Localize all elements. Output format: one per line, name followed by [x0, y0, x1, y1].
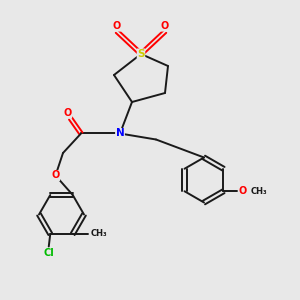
- Text: S: S: [137, 49, 145, 59]
- Text: O: O: [63, 108, 72, 118]
- Text: O: O: [51, 170, 60, 181]
- Text: Cl: Cl: [44, 248, 54, 258]
- Text: O: O: [238, 186, 247, 196]
- Text: CH₃: CH₃: [91, 230, 107, 238]
- Text: N: N: [116, 128, 124, 139]
- Text: CH₃: CH₃: [250, 187, 267, 196]
- Text: O: O: [113, 21, 121, 31]
- Text: O: O: [161, 21, 169, 31]
